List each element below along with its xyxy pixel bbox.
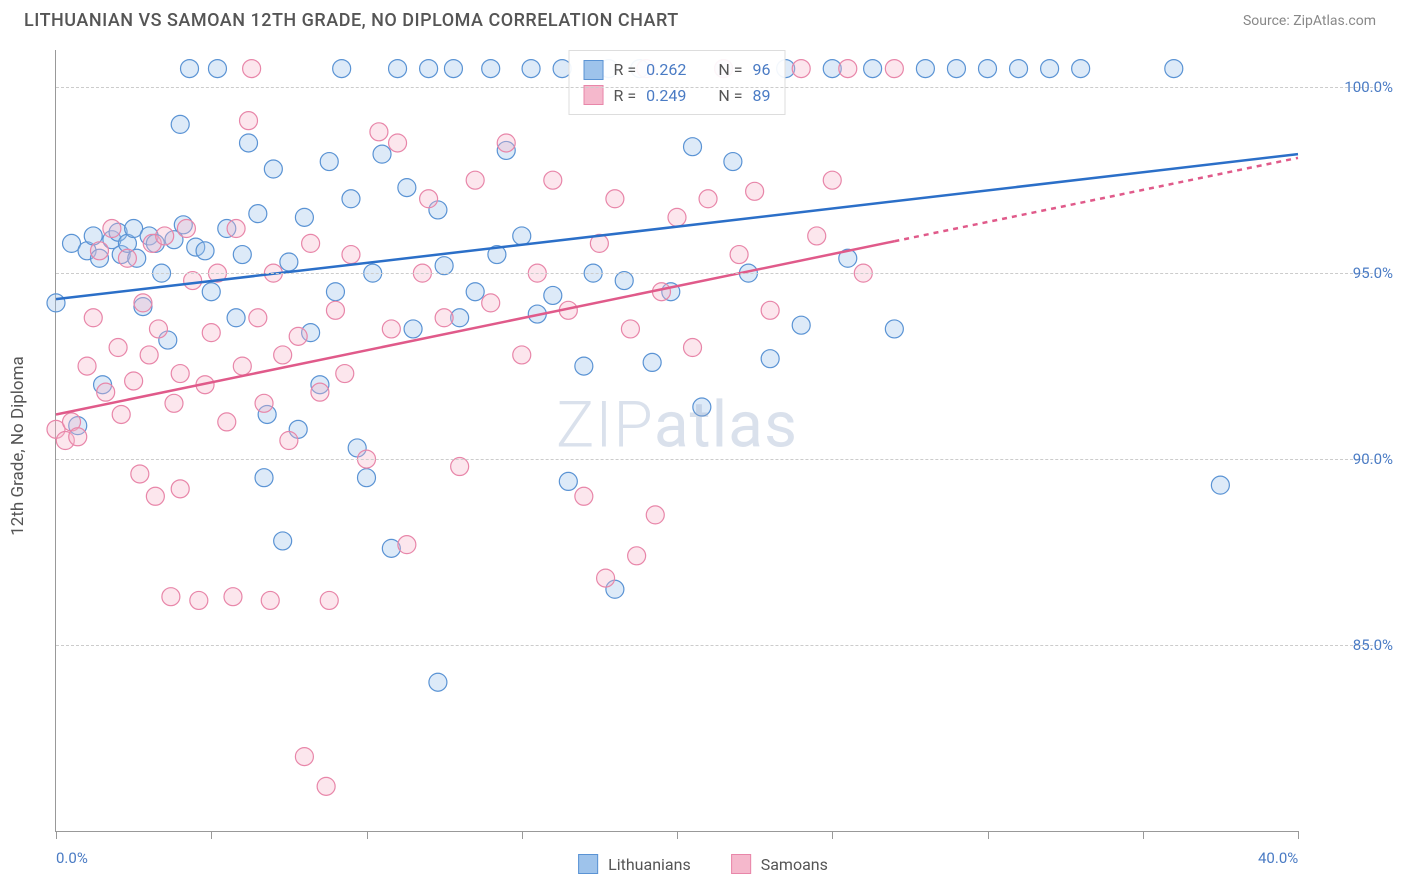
x-tick-label: 0.0% [56, 849, 88, 867]
legend-stats: R = 0.262 N = 96 R = 0.249 N = 89 [569, 50, 786, 115]
plot-area: ZIPatlas R = 0.262 N = 96 R = 0.249 N = … [55, 50, 1298, 832]
y-tick-label: 95.0% [1353, 264, 1393, 282]
chart-title: LITHUANIAN VS SAMOAN 12TH GRADE, NO DIPL… [24, 10, 679, 31]
legend-bottom-swatch-0 [578, 854, 598, 874]
legend-bottom-label-0: Lithuanians [608, 855, 691, 874]
title-bar: LITHUANIAN VS SAMOAN 12TH GRADE, NO DIPL… [0, 0, 1406, 39]
chart-svg [56, 50, 1298, 831]
r-label-0: R = [614, 57, 637, 83]
chart-container: LITHUANIAN VS SAMOAN 12TH GRADE, NO DIPL… [0, 0, 1406, 892]
y-tick-label: 90.0% [1353, 450, 1393, 468]
n-value-0: 96 [752, 57, 770, 83]
legend-bottom-label-1: Samoans [761, 855, 828, 874]
y-axis-label: 12th Grade, No Diploma [8, 356, 28, 536]
source-label: Source: ZipAtlas.com [1243, 13, 1376, 29]
legend-bottom-swatch-1 [731, 854, 751, 874]
n-label-0: N = [718, 57, 742, 83]
legend-item-0: Lithuanians [578, 854, 691, 874]
y-tick-label: 100.0% [1344, 78, 1393, 96]
legend-stats-row-0: R = 0.262 N = 96 [584, 57, 771, 83]
x-tick-label: 40.0% [1258, 849, 1298, 867]
legend-item-1: Samoans [731, 854, 828, 874]
legend-swatch-1 [584, 85, 604, 105]
r-value-0: 0.262 [646, 57, 686, 83]
legend-swatch-0 [584, 60, 604, 80]
legend-bottom: Lithuanians Samoans [578, 854, 828, 874]
y-tick-label: 85.0% [1353, 636, 1393, 654]
